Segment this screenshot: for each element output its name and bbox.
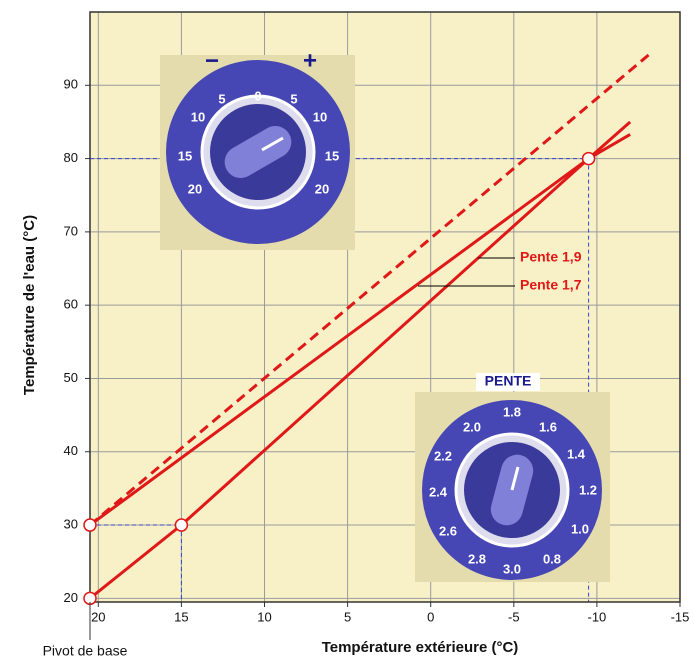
dial-label: 1.6 [539, 419, 557, 434]
y-tick-label: 90 [64, 77, 78, 92]
slope-dial [415, 392, 610, 582]
pivot-label: Pivot de base [43, 643, 128, 659]
plot-border [89, 11, 681, 603]
y-tick-label: 70 [64, 223, 78, 238]
x-tick-label: 10 [257, 609, 271, 624]
dial-label: 1.2 [579, 482, 597, 497]
y-tick-label: 40 [64, 443, 78, 458]
dial-label: 1.4 [567, 446, 586, 461]
y-axis-label: Température de l'eau (°C) [21, 215, 38, 395]
dial-label: 5 [218, 91, 225, 106]
dial-label: 2.0 [463, 419, 481, 434]
point [83, 518, 97, 532]
x-tick-label: 5 [344, 609, 351, 624]
dial-title-bg [476, 373, 540, 391]
dial-label: 2.8 [468, 551, 486, 566]
y-tick-label: 80 [64, 150, 78, 165]
line [89, 120, 632, 600]
dial-label: 20 [315, 181, 329, 196]
y-tick-label: 60 [64, 297, 78, 312]
dial-label: 3.0 [503, 561, 521, 576]
dial-plus: + [303, 47, 317, 74]
dial-label: 2.2 [434, 448, 452, 463]
line [89, 51, 653, 527]
slope-annotation: Pente 1,7 [520, 277, 582, 293]
y-tick-label: 50 [64, 370, 78, 385]
dial-label: 10 [313, 109, 327, 124]
dial-label: 5 [290, 91, 297, 106]
x-tick-label: -15 [671, 609, 690, 624]
dial-label: 15 [178, 148, 192, 163]
x-axis-label: Température extérieure (°C) [322, 639, 519, 656]
x-tick-label: 15 [174, 609, 188, 624]
x-tick-label: -5 [508, 609, 520, 624]
dial-label: 1.8 [503, 404, 521, 419]
point [581, 151, 596, 166]
y-tick-label: 30 [64, 516, 78, 531]
dial-label: 10 [191, 109, 205, 124]
dial-label: 20 [188, 181, 202, 196]
x-tick-label: -10 [588, 609, 607, 624]
point [174, 518, 189, 532]
dial-minus: − [205, 47, 219, 74]
dial-label: 0 [254, 88, 261, 103]
dial-label: 1.0 [571, 521, 589, 536]
dial-title: PENTE [485, 373, 532, 389]
dial-label: 2.6 [439, 523, 457, 538]
x-tick-label: 0 [427, 609, 434, 624]
dial-label: 15 [325, 148, 339, 163]
x-tick-label: 20 [91, 609, 105, 624]
dial-label: 0.8 [543, 551, 561, 566]
temperature-dial [160, 55, 355, 250]
slope-annotation: Pente 1,9 [520, 249, 582, 265]
y-tick-label: 20 [64, 590, 78, 605]
dial-label: 2.4 [429, 484, 448, 499]
